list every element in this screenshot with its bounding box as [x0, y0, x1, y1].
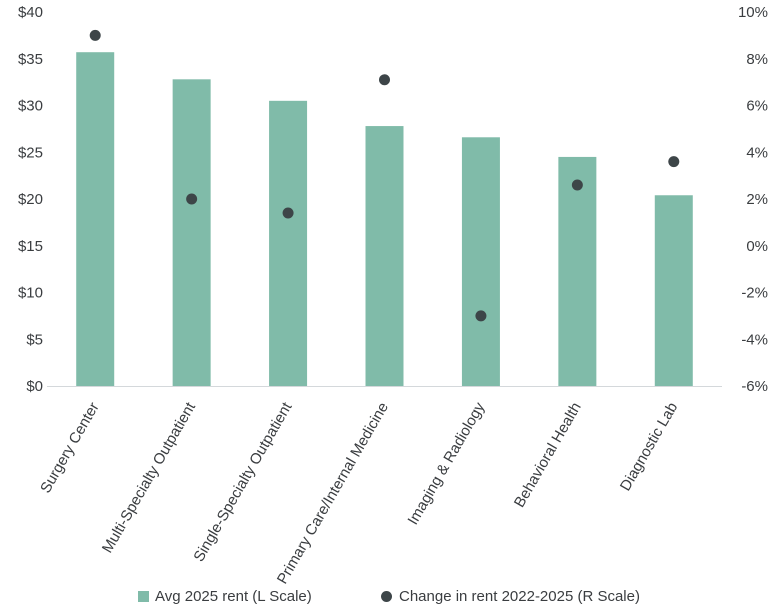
category-label: Multi-Specialty Outpatient [99, 399, 200, 556]
left-tick-label: $0 [26, 378, 43, 395]
right-tick-label: 4% [746, 144, 768, 161]
bar [365, 126, 404, 386]
right-tick-label: -4% [741, 331, 768, 348]
chart: $0 $5 $10 $15 $20 $25 $30 $35 $40 -6% -4% -2% 0% 2% 4%… [18, 4, 768, 586]
bar [269, 100, 308, 386]
left-tick-label: $10 [18, 285, 43, 302]
right-tick-label: 2% [746, 191, 768, 208]
point [571, 179, 583, 191]
category-label: Single-Specialty Outpatient [190, 399, 296, 565]
right-tick-label: -2% [741, 285, 768, 302]
right-tick-label: -6% [741, 378, 768, 395]
bar [558, 156, 597, 386]
left-tick-label: $35 [18, 51, 43, 68]
category-label: Imaging & Radiology [404, 399, 488, 528]
point [379, 74, 390, 86]
bar [172, 79, 211, 386]
point [89, 29, 101, 41]
category-label: Diagnostic Lab [617, 400, 681, 494]
legend-item-dots: Change in rent 2022-2025 (R Scale) [381, 588, 640, 605]
bar [654, 195, 693, 386]
legend: Avg 2025 rent (L Scale) Change in rent 2… [0, 588, 768, 612]
legend-bar-swatch [138, 591, 149, 602]
category-label: Surgery Center [37, 400, 103, 497]
legend-dot-label: Change in rent 2022-2025 (R Scale) [399, 588, 640, 605]
legend-bar-label: Avg 2025 rent (L Scale) [155, 588, 312, 605]
point [282, 207, 294, 219]
right-tick-label: 8% [746, 51, 768, 68]
legend-item-bars: Avg 2025 rent (L Scale) [138, 588, 312, 605]
left-tick-label: $40 [18, 4, 43, 21]
right-tick-label: 10% [738, 4, 768, 21]
right-tick-label: 0% [746, 238, 768, 255]
category-label: Behavioral Health [511, 400, 585, 511]
left-tick-label: $30 [18, 98, 43, 115]
category-label: Primary Care/Internal Medicine [274, 400, 392, 586]
left-tick-label: $15 [18, 238, 43, 255]
left-tick-label: $20 [18, 191, 43, 208]
point [186, 193, 198, 205]
legend-dot-marker [381, 591, 392, 602]
left-tick-label: $25 [18, 144, 43, 161]
point [668, 156, 680, 168]
left-tick-label: $5 [26, 331, 43, 348]
bar [76, 52, 115, 387]
right-tick-label: 6% [746, 98, 768, 115]
point [475, 310, 487, 322]
bar [461, 137, 500, 386]
